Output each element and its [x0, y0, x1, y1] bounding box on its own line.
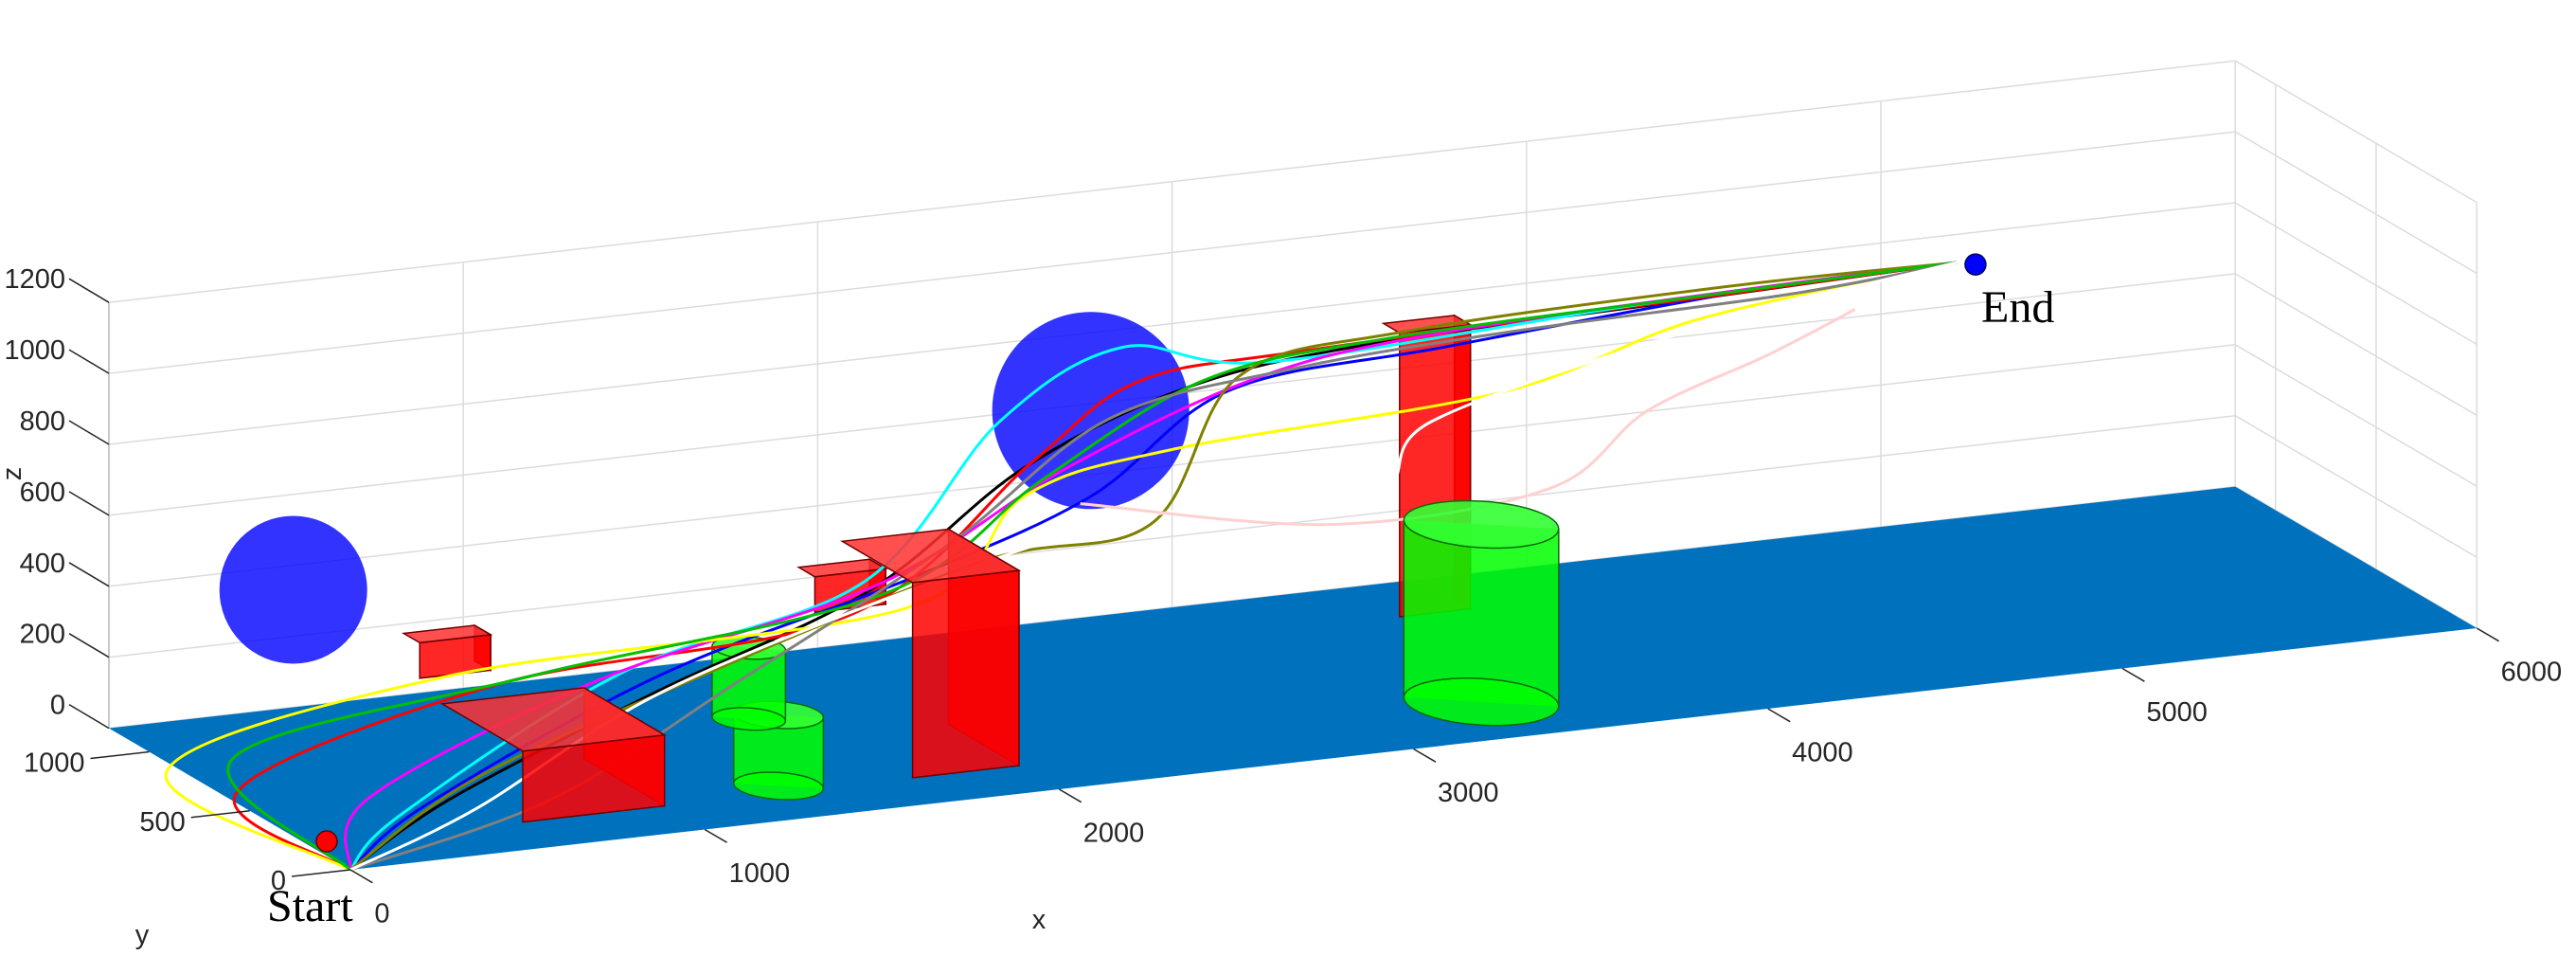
y-tick-label: 500 — [139, 807, 185, 838]
obstacles-front — [439, 499, 1560, 823]
z-tick-mark — [68, 420, 110, 445]
box-top-face — [796, 558, 888, 578]
box-top-face — [439, 687, 668, 752]
z-tick-label: 200 — [20, 620, 65, 650]
x-tick-label: 0 — [374, 899, 389, 929]
trajectory-11 — [1080, 308, 1856, 527]
sphere-obstacle — [219, 515, 367, 664]
x-tick-mark — [2476, 627, 2499, 642]
y-tick-label: 1000 — [24, 749, 85, 779]
x-tick-label: 5000 — [2146, 697, 2208, 728]
z-tick-label: 1200 — [4, 264, 65, 295]
grid-z-side-line — [2234, 202, 2478, 346]
start-end-markers — [315, 253, 1987, 853]
trajectory-8 — [226, 261, 1958, 872]
x-axis-label: x — [1032, 905, 1046, 935]
x-tick-mark — [704, 828, 727, 843]
box-top-face — [1381, 315, 1474, 334]
y-tick-mark — [190, 810, 250, 819]
cylinder-top — [1403, 499, 1560, 550]
x-tick-label: 3000 — [1438, 778, 1499, 808]
z-tick-label: 600 — [20, 478, 65, 508]
y-tick-mark — [291, 869, 351, 877]
end-marker — [1964, 253, 1987, 276]
start-label: Start — [267, 881, 353, 931]
cylinder-bottom — [711, 707, 787, 731]
box-top-face — [401, 624, 493, 644]
box-obstacle — [439, 686, 668, 823]
cylinder-bottom — [1403, 677, 1560, 727]
y-tick-mark — [90, 750, 150, 760]
x-tick-mark — [349, 869, 373, 884]
z-tick-mark — [68, 562, 110, 587]
z-tick-mark — [68, 349, 110, 374]
z-axis-label: z — [0, 467, 27, 481]
y-axis-label: y — [135, 920, 150, 950]
z-tick-label: 400 — [20, 549, 65, 579]
z-tick-mark — [68, 491, 110, 516]
grid-z-side-line — [2234, 273, 2478, 416]
cylinder-bottom — [732, 771, 825, 801]
box-obstacle — [401, 623, 493, 679]
x-tick-mark — [1767, 708, 1791, 723]
box-front-face — [911, 569, 1020, 779]
ground-plane-surface — [109, 486, 2478, 870]
y-tick-label: 0 — [271, 866, 286, 896]
box-obstacle — [839, 528, 1022, 779]
grid-z-side-line — [2234, 131, 2478, 275]
z-tick-mark — [68, 633, 110, 658]
cylinder-body — [733, 712, 824, 789]
start-marker — [315, 830, 338, 853]
cylinder-body — [1404, 519, 1559, 707]
z-tick-label: 1000 — [4, 335, 65, 366]
z-tick-mark — [68, 703, 110, 730]
grid-z-side-line — [2234, 60, 2478, 204]
end-label: End — [1981, 282, 2054, 333]
grid-z-side-line — [2234, 344, 2478, 487]
z-tick-label: 800 — [20, 406, 65, 437]
cylinder-obstacle — [1403, 499, 1560, 727]
x-tick-label: 1000 — [729, 858, 791, 889]
axis-ticks: 0 1000 2000 3000 4000 5000 6000 0 500 1000 0 200 400… — [4, 264, 2562, 929]
trajectory-6 — [164, 261, 1958, 872]
z-tick-mark — [68, 278, 110, 303]
x-tick-label: 6000 — [2501, 658, 2563, 688]
x-tick-mark — [1059, 788, 1082, 803]
x-tick-label: 2000 — [1083, 819, 1145, 849]
z-tick-label: 0 — [50, 691, 65, 721]
x-tick-mark — [2121, 667, 2145, 682]
ground-plane — [109, 486, 2478, 870]
x-tick-mark — [1413, 748, 1437, 763]
box-top-face — [839, 528, 1022, 584]
x-tick-label: 4000 — [1792, 738, 1853, 768]
